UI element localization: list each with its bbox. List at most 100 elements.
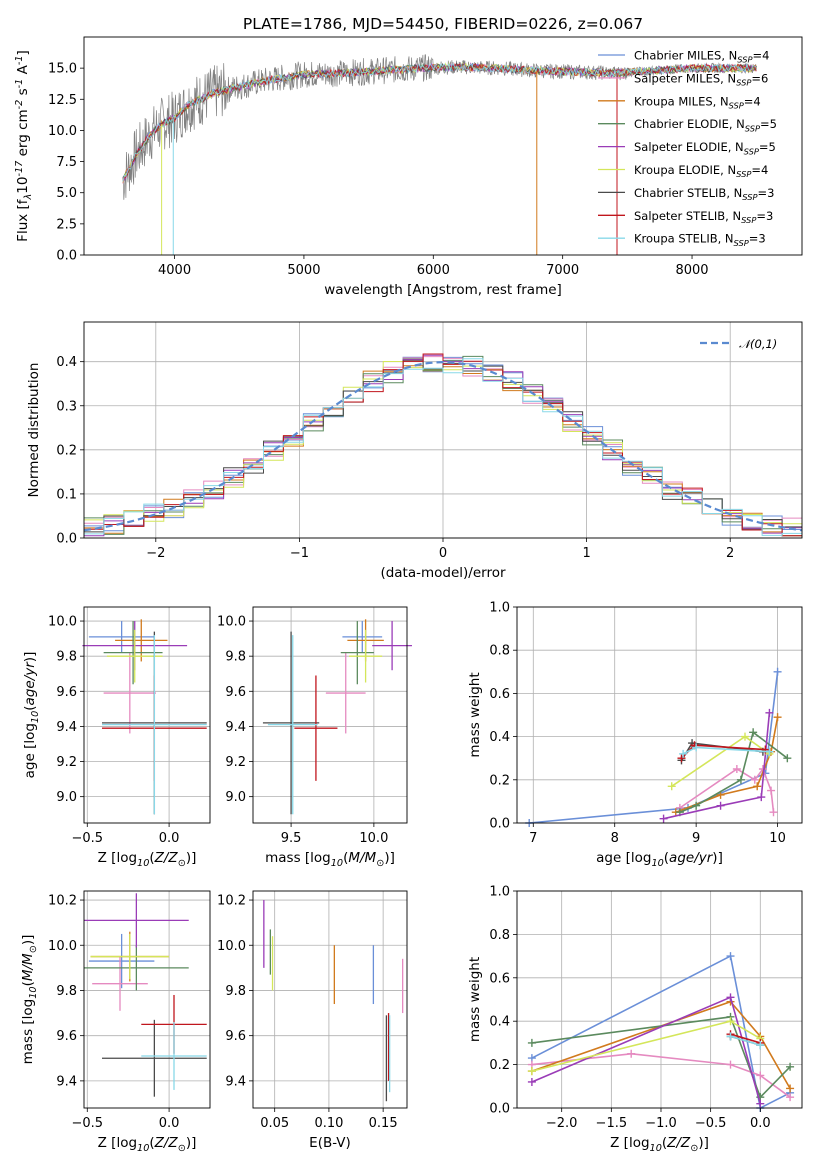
y-tick-label: 10.2	[217, 894, 246, 909]
y-tick-label: 9.4	[225, 720, 246, 735]
y-tick-label: 9.6	[225, 685, 246, 700]
legend: 𝒩(0,1)	[700, 337, 777, 351]
x-tick-label: −0.5	[71, 1116, 103, 1131]
plot-area	[84, 893, 207, 1097]
data-point	[756, 1099, 765, 1108]
x-tick-label: 0.0	[159, 831, 180, 846]
data-point	[783, 754, 792, 763]
y-tick-label: 0.8	[489, 644, 510, 659]
data-point	[667, 782, 676, 791]
data-point	[527, 1077, 536, 1086]
data-point	[732, 765, 741, 773]
series-line	[730, 1033, 761, 1044]
plot-area	[262, 619, 412, 815]
y-tick-label: 9.0	[225, 790, 246, 805]
y-tick-label: 0.4	[489, 730, 510, 745]
x-tick-label: 9	[692, 831, 700, 846]
y-tick-label: 10.0	[48, 124, 77, 139]
y-tick-label: 9.8	[56, 650, 77, 665]
x-tick-label: 7000	[546, 263, 579, 278]
y-tick-label: 9.0	[56, 790, 77, 805]
series-line	[663, 712, 771, 820]
panel-7: 0.05 0.10 0.15 9.4 9.6 9.8 10.0 10.2 E(B-V)	[217, 890, 408, 1151]
y-tick-label: 0.4	[489, 1015, 510, 1030]
x-tick-label: −2	[146, 546, 165, 561]
y-tick-label: 9.8	[225, 984, 246, 999]
data-point	[767, 786, 776, 795]
legend-label: Salpeter MILES, NSSP=6	[634, 71, 768, 87]
data-point	[527, 1038, 536, 1047]
panel-5: 7 8 9 10 0.0 0.2 0.4 0.6 0.8 1.0 age [log10(age/yr…	[467, 601, 803, 869]
x-axis-label: Z [log10(Z/Z⊙)]	[98, 850, 197, 869]
data-point	[527, 1067, 536, 1076]
series-line	[675, 717, 779, 813]
x-axis-label: E(B-V)	[309, 1135, 351, 1151]
chart-title: PLATE=1786, MJD=54450, FIBERID=0226, z=0…	[243, 15, 643, 33]
x-tick-label: 8	[611, 831, 619, 846]
panel-1: 4000 5000 6000 7000 8000 0.0 2.5 5.0 7.5 10.0 12.5…	[14, 36, 803, 298]
x-tick-label: 4000	[158, 263, 191, 278]
x-axis-label: wavelength [Angstrom, rest frame]	[324, 282, 562, 298]
y-tick-label: 0.4	[56, 355, 77, 370]
y-tick-label: 10.0	[48, 939, 77, 954]
x-tick-label: 0.0	[750, 1116, 771, 1131]
legend-label: Kroupa MILES, NSSP=4	[634, 94, 761, 110]
spectrum-area	[122, 54, 758, 255]
data-point	[741, 732, 749, 741]
legend-label: Kroupa ELODIE, NSSP=4	[634, 163, 768, 179]
y-tick-label: 9.4	[56, 1074, 77, 1089]
x-tick-label: −1.5	[596, 1116, 628, 1131]
legend-label: 𝒩(0,1)	[739, 337, 777, 351]
axes-frame	[83, 890, 211, 1109]
data-point	[769, 808, 778, 817]
legend-label: Salpeter ELODIE, NSSP=5	[634, 140, 776, 156]
plot-area	[525, 667, 792, 827]
x-axis-label: mass [log10(M/M⊙)]	[265, 850, 395, 869]
y-tick-label: 0.2	[489, 773, 510, 788]
x-tick-label: 0.05	[260, 1116, 289, 1131]
series-line	[531, 1000, 791, 1089]
y-tick-label: 10.2	[48, 894, 77, 909]
x-tick-label: −0.5	[71, 831, 103, 846]
data-point	[677, 754, 686, 763]
x-axis-label: (data-model)/error	[380, 565, 506, 581]
y-tick-label: 10.0	[217, 939, 246, 954]
panel-4: 9.5 10.0 9.0 9.2 9.4 9.6 9.8 10.0 mass [log10(M/…	[217, 606, 412, 869]
x-tick-label: 0.10	[314, 1116, 343, 1131]
x-tick-label: 5000	[287, 263, 320, 278]
data-point	[627, 1049, 636, 1058]
x-tick-label: −1.0	[645, 1116, 677, 1131]
x-tick-label: 7	[529, 831, 537, 846]
legend-label: Kroupa STELIB, NSSP=3	[634, 232, 766, 248]
x-tick-label: −0.5	[695, 1116, 727, 1131]
series-line	[531, 996, 762, 1104]
y-axis-label: mass [log10(M/M⊙)]	[20, 935, 39, 1065]
y-tick-label: 2.5	[56, 217, 77, 232]
y-axis-label: mass weight	[467, 957, 483, 1042]
x-tick-label: 1	[582, 546, 590, 561]
y-tick-label: 9.2	[56, 755, 77, 770]
data-point	[726, 1017, 735, 1026]
legend: Chabrier MILES, NSSP=4 Salpeter MILES, NS…	[598, 49, 777, 248]
legend-label: Salpeter STELIB, NSSP=3	[634, 209, 773, 225]
data-point	[750, 775, 759, 784]
data-point	[749, 728, 758, 737]
y-tick-label: 0.6	[489, 971, 510, 986]
x-tick-label: 10	[769, 831, 786, 846]
histogram	[84, 358, 802, 536]
plot-area	[83, 353, 803, 537]
y-tick-label: 9.4	[225, 1074, 246, 1089]
y-tick-label: 9.2	[225, 755, 246, 770]
y-tick-label: 9.6	[225, 1029, 246, 1044]
data-point	[786, 1062, 795, 1071]
normal-curve	[83, 360, 803, 532]
x-axis-label: age [log10(age/yr)]	[596, 850, 723, 869]
x-tick-label: 10.0	[359, 831, 388, 846]
x-tick-label: −1	[290, 546, 309, 561]
x-tick-label: 0	[439, 546, 447, 561]
panel-6: −0.5 0.0 9.4 9.6 9.8 10.0 10.2 Z [log10(Z/Z⊙)] m…	[20, 890, 211, 1154]
series-line	[730, 1035, 761, 1046]
y-tick-label: 0.1	[56, 487, 77, 502]
data-point	[786, 1084, 795, 1093]
